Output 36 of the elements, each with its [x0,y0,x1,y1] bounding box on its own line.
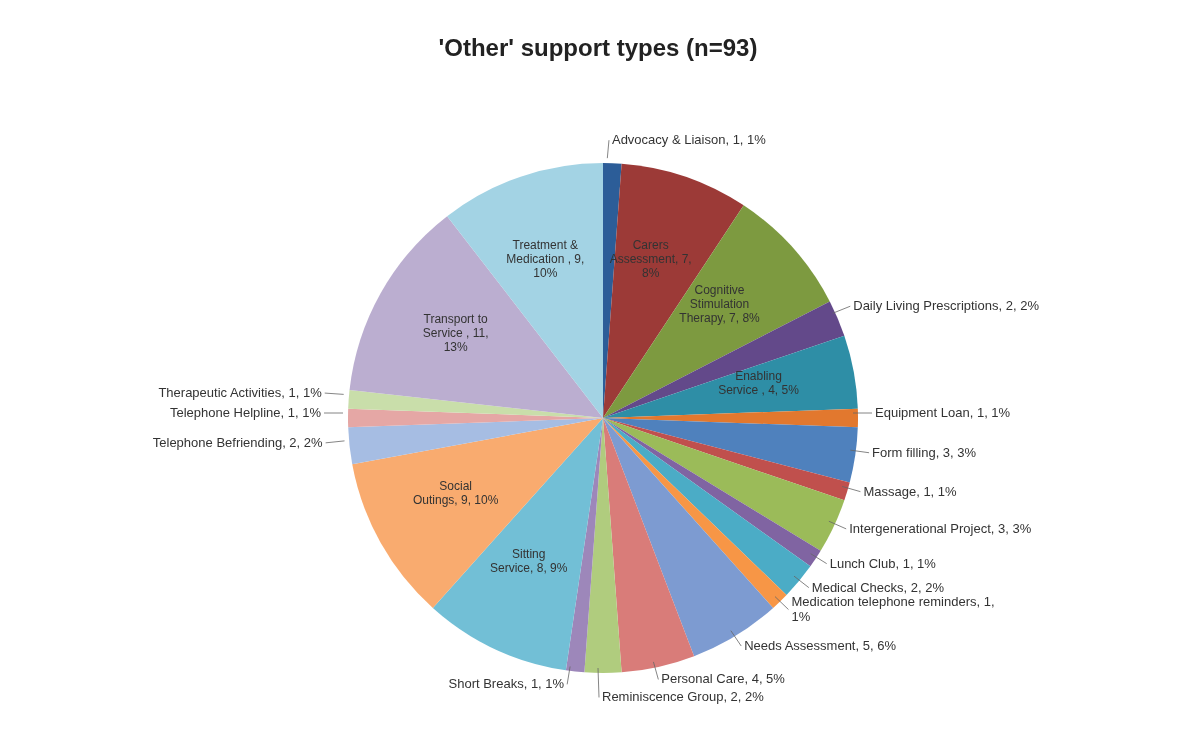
slice-label: Transport to Service , 11, 13% [422,312,489,355]
pie-slice [603,418,787,608]
slice-label: Form filling, 3, 3% [872,444,977,460]
pie-slice [565,418,603,673]
slice-label: Cognitive Stimulation Therapy, 7, 8% [679,283,761,326]
slice-label: Medication telephone reminders, 1, 1% [791,594,995,625]
slice-label: Massage, 1, 1% [863,483,958,499]
pie-slice [603,418,858,483]
slice-label: Treatment & Medication , 9, 10% [506,237,585,280]
slice-label: Personal Care, 4, 5% [661,671,786,687]
slice-label: Sitting Service, 8, 9% [490,546,568,575]
slice-label: Reminiscence Group, 2, 2% [602,689,765,705]
slice-label: Short Breaks, 1, 1% [448,676,565,692]
slice-label: Therapeutic Activities, 1, 1% [158,385,323,401]
pie-slice [603,418,821,567]
pie-slice [603,418,695,673]
pie-slice [603,205,830,418]
slice-label: Social Outings, 9, 10% [412,478,499,507]
pie-slice [603,301,845,418]
chart-title: 'Other' support types (n=93) [438,34,758,61]
pie-slice [603,418,850,501]
pie-slice [603,335,858,418]
slice-label: Intergenerational Project, 3, 3% [849,520,1032,536]
slice-label: Enabling Service , 4, 5% [718,369,800,398]
slice-label: Daily Living Prescriptions, 2, 2% [853,298,1040,314]
pie-slice [349,216,603,418]
pie-slice [352,418,603,608]
pie-slice [603,418,845,551]
pie-slice [348,418,603,465]
slice-label: Telephone Befriending, 2, 2% [152,434,324,450]
slice-label: Telephone Helpline, 1, 1% [169,405,322,420]
slice-label: Medical Checks, 2, 2% [811,579,945,595]
slice-label: Equipment Loan, 1, 1% [875,405,1011,420]
slice-label: Lunch Club, 1, 1% [829,555,937,571]
slice-label: Advocacy & Liaison, 1, 1% [611,132,767,148]
slice-label: Needs Assessment, 5, 6% [744,638,897,654]
